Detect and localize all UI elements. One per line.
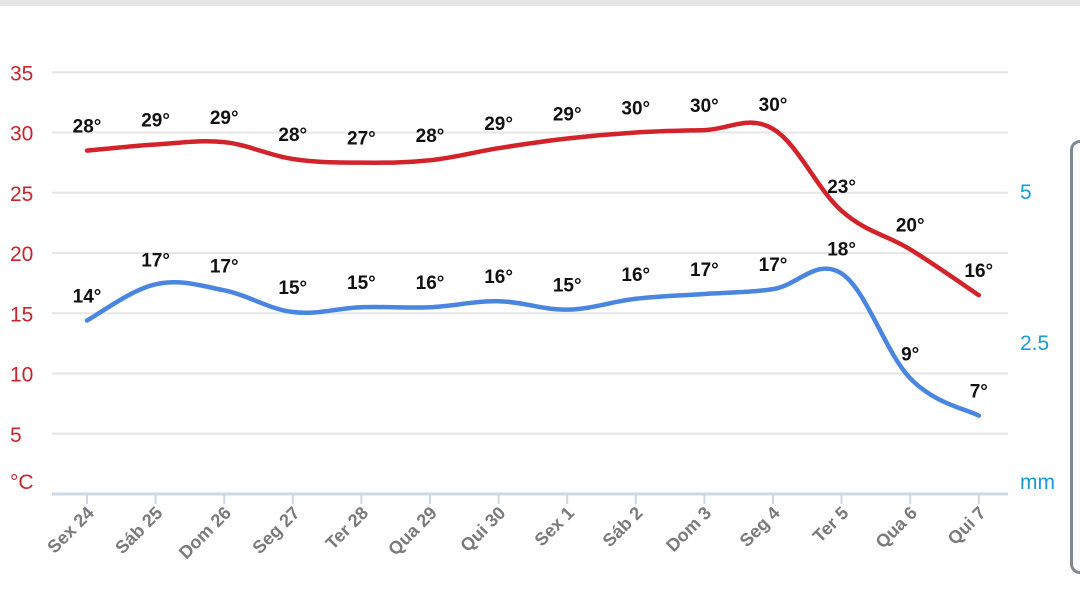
x-tick-label: Qua 29 [384,503,441,560]
x-tick-label: Seg 4 [736,503,784,551]
x-tick-label: Ter 28 [322,503,373,554]
x-tick-label: Qua 6 [872,503,922,553]
data-label: 17° [690,260,719,281]
side-scroll-handle[interactable] [1070,140,1080,574]
data-label: 29° [141,111,170,132]
y-tick-label-right: 5 [1020,181,1032,204]
x-tick-label: Ter 5 [809,503,853,547]
x-tick-label: Sex 1 [531,503,578,550]
data-label: 17° [141,250,170,271]
y-tick-label-left: 20 [10,243,33,266]
x-tick-label: Sex 24 [43,503,97,557]
data-label: 30° [759,95,788,116]
series-line [84,120,982,298]
series-lines [84,120,982,418]
data-label: 15° [347,273,376,294]
x-tick-label: Dom 26 [175,503,235,563]
series-line [84,266,982,418]
data-label: 16° [416,273,445,294]
data-label: 17° [759,255,788,276]
data-label: 16° [484,267,513,288]
x-tick-label: Qui 30 [456,503,509,556]
y-tick-label-left: 35 [10,62,33,85]
y-tick-label-left: 25 [10,183,33,206]
y-tick-label-left: 10 [10,364,33,387]
data-label: 29° [553,105,582,126]
y-axis-right: 5 2.5 mm [1020,181,1055,494]
y-tick-label-right: 2.5 [1020,332,1049,355]
data-label: 28° [73,117,102,138]
y-axis-left: 35 30 25 20 15 10 5 °C [10,62,34,494]
data-label: 30° [690,96,719,117]
data-label: 14° [73,286,102,307]
data-label: 28° [416,126,445,147]
y-unit-left: °C [10,471,34,494]
y-tick-label-left: 5 [10,424,22,447]
data-label: 15° [278,278,307,299]
x-tick-label: Qui 7 [944,503,990,549]
data-label: 17° [210,256,239,277]
data-label: 16° [964,261,993,282]
y-tick-label-left: 15 [10,303,33,326]
grid-lines [52,71,1008,496]
x-tick-label: Sáb 2 [599,503,647,551]
x-axis: Sex 24 Sáb 25 Dom 26 Seg 27 Ter 28 Qua 29 Qui … [43,494,990,563]
data-label: 23° [827,177,856,198]
data-label: 27° [347,129,376,150]
data-label: 28° [278,125,307,146]
data-label: 18° [827,239,856,260]
data-label: 20° [896,215,925,236]
x-tick-label: Dom 3 [662,503,715,556]
top-divider [0,0,1080,6]
y-unit-right: mm [1020,471,1055,494]
data-labels: 28° 29° 29° 28° 27° 28° 29° 29° 30° 30° 30° 23° 20° 1… [73,95,994,403]
data-label: 7° [970,382,988,403]
data-label: 29° [484,114,513,135]
x-tick-label: Seg 27 [248,503,303,558]
data-label: 29° [210,108,239,129]
x-tick-label: Sáb 25 [111,503,166,558]
data-label: 30° [621,99,650,120]
data-label: 16° [621,265,650,286]
data-label: 15° [553,276,582,297]
data-label: 9° [901,344,919,365]
y-tick-label-left: 30 [10,123,33,146]
